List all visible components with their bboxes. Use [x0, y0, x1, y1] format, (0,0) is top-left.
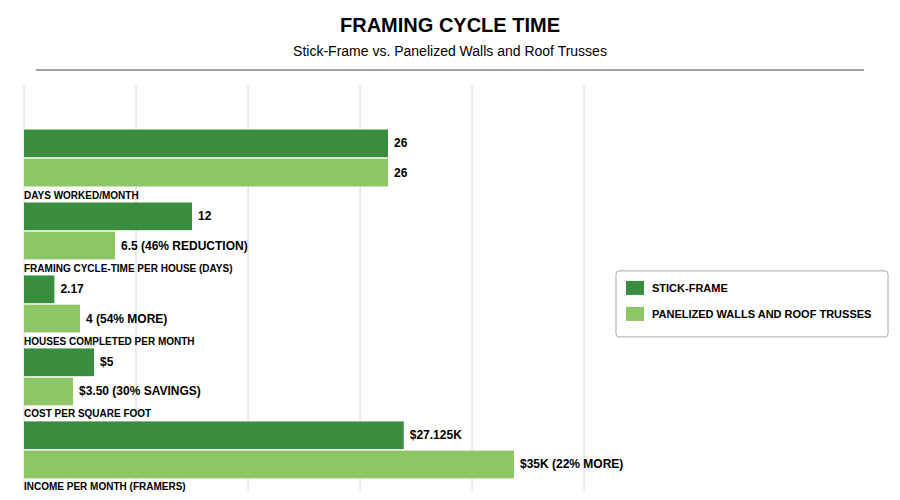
- category-label: INCOME PER MONTH (FRAMERS): [24, 481, 186, 492]
- data-label: $27.125K: [410, 428, 462, 442]
- data-label: 2.17: [60, 282, 84, 296]
- bar: [24, 305, 80, 333]
- category-label: DAYS WORKED/MONTH: [24, 190, 139, 201]
- subtitle: Stick-Frame vs. Panelized Walls and Roof…: [293, 43, 607, 59]
- legend-swatch: [626, 307, 644, 321]
- data-label: 6.5 (46% REDUCTION): [121, 239, 248, 253]
- data-label: $35K (22% MORE): [520, 457, 623, 471]
- header-rule: [36, 69, 864, 70]
- legend-label: STICK-FRAME: [652, 282, 728, 294]
- title: FRAMING CYCLE TIME: [340, 14, 560, 36]
- data-label: 26: [394, 136, 408, 150]
- data-label: 12: [198, 209, 212, 223]
- chart: FRAMING CYCLE TIME Stick-Frame vs. Paneli…: [0, 0, 900, 500]
- data-label: $3.50 (30% SAVINGS): [79, 384, 201, 398]
- bar: [24, 378, 73, 406]
- bar: [24, 451, 514, 479]
- bars: [24, 130, 514, 479]
- legend-box: [616, 271, 888, 337]
- category-label: HOUSES COMPLETED PER MONTH: [24, 336, 195, 347]
- category-label: COST PER SQUARE FOOT: [24, 408, 151, 419]
- data-label: 26: [394, 166, 408, 180]
- bar: [24, 159, 388, 187]
- category-label: FRAMING CYCLE-TIME PER HOUSE (DAYS): [24, 263, 233, 274]
- bar: [24, 348, 94, 376]
- bar: [24, 421, 404, 449]
- bar: [24, 232, 115, 260]
- data-label: 4 (54% MORE): [86, 312, 167, 326]
- data-label: $5: [100, 355, 114, 369]
- bar: [24, 130, 388, 158]
- legend-label: PANELIZED WALLS AND ROOF TRUSSES: [652, 308, 871, 320]
- legend: STICK-FRAME PANELIZED WALLS AND ROOF TRUS…: [616, 271, 888, 337]
- labels: 26 26 DAYS WORKED/MONTH 12 6.5 (46% REDUCTIO…: [24, 136, 623, 492]
- grid-line: [584, 85, 585, 490]
- legend-swatch: [626, 281, 644, 295]
- grid: [24, 85, 584, 490]
- bar: [24, 202, 192, 230]
- grid-line: [472, 85, 473, 490]
- bar: [24, 275, 54, 303]
